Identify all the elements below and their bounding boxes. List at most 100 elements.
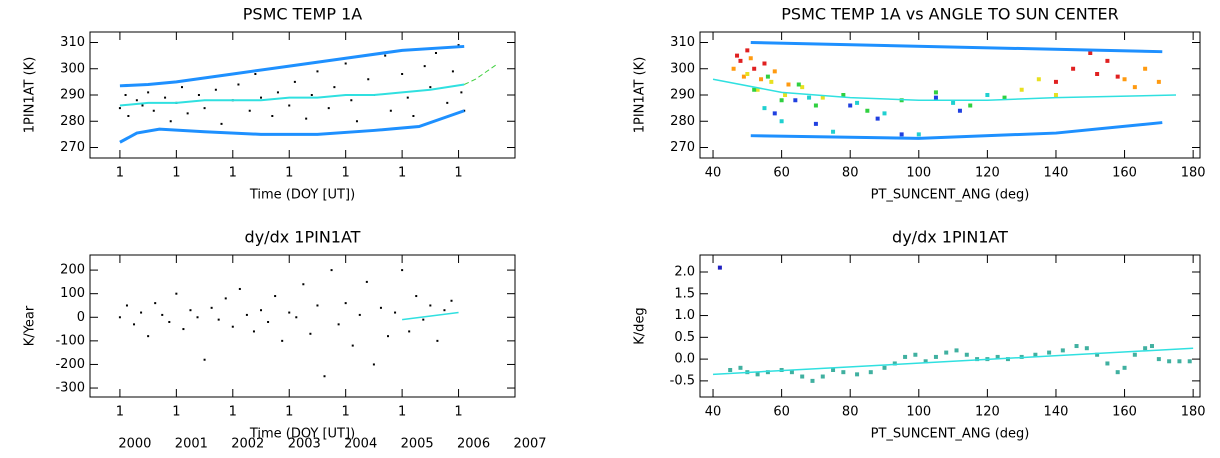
data-point: [752, 66, 757, 71]
data-point: [186, 112, 189, 115]
chart-title: dy/dx 1PIN1AT: [245, 228, 361, 247]
x-tick-label: 100: [906, 405, 931, 420]
data-point: [1132, 352, 1137, 357]
data-point: [118, 316, 121, 319]
x-tick-label: 1: [342, 166, 350, 181]
data-point: [772, 69, 777, 74]
data-point: [267, 320, 270, 323]
plot-frame: [699, 254, 1201, 398]
data-point: [831, 367, 836, 372]
data-point: [954, 348, 959, 353]
x-tick-label: 40: [705, 166, 722, 181]
series-line: [463, 63, 499, 85]
data-point: [944, 350, 949, 355]
x-axis-label: Time (DOY [UT]): [249, 188, 355, 203]
data-point: [276, 91, 279, 94]
data-point: [281, 339, 284, 342]
data-point: [933, 354, 938, 359]
data-point: [316, 70, 319, 73]
y-tick-label: 1.5: [674, 286, 695, 301]
x-tick-label: 60: [773, 166, 790, 181]
data-point: [1047, 350, 1052, 355]
data-point: [460, 91, 463, 94]
data-point: [759, 77, 764, 82]
data-point: [913, 352, 918, 357]
y-tick-label: 270: [670, 140, 695, 155]
series-line: [712, 78, 1177, 101]
data-point: [868, 370, 873, 375]
data-point: [738, 58, 743, 63]
data-point: [1132, 85, 1137, 90]
data-point: [412, 115, 415, 117]
data-point: [745, 72, 750, 76]
data-point: [135, 99, 138, 102]
data-point: [387, 335, 390, 338]
data-point: [796, 82, 801, 87]
data-point: [933, 90, 938, 95]
plot-frame: [89, 31, 516, 159]
data-point: [408, 330, 411, 333]
y-tick-label: -0.5: [670, 373, 695, 388]
data-point: [1084, 346, 1089, 351]
data-point: [1115, 370, 1120, 375]
data-point: [288, 104, 291, 107]
data-point: [168, 320, 171, 323]
data-point: [1071, 66, 1076, 71]
data-point: [957, 108, 962, 113]
year-label: 2000: [118, 437, 151, 452]
y-tick-label: 270: [60, 140, 85, 155]
data-point: [316, 304, 319, 307]
data-point: [330, 269, 333, 272]
y-tick-label: 100: [60, 286, 85, 301]
data-point: [293, 80, 296, 83]
x-tick-label: 1: [398, 405, 406, 420]
data-point: [717, 265, 722, 270]
x-tick-label: 40: [705, 405, 722, 420]
data-point: [389, 109, 392, 112]
y-tick-label: 200: [60, 263, 85, 278]
data-point: [1122, 365, 1127, 370]
data-point: [214, 88, 217, 91]
data-point: [831, 129, 836, 134]
data-point: [841, 93, 846, 97]
x-tick-label: 1: [398, 166, 406, 181]
x-tick-label: 140: [1044, 166, 1069, 181]
data-point: [147, 335, 150, 338]
x-tick-label: 80: [842, 405, 859, 420]
data-point: [224, 297, 227, 300]
data-point: [1105, 58, 1110, 63]
series-line: [119, 44, 465, 88]
data-point: [841, 370, 846, 375]
data-point: [1177, 359, 1182, 364]
y-axis-label: 1PIN1AT (K): [23, 57, 38, 134]
data-point: [728, 367, 733, 372]
data-point: [762, 61, 767, 66]
data-point: [274, 295, 277, 298]
x-tick-label: 180: [1181, 405, 1206, 420]
data-point: [169, 120, 172, 123]
data-point: [865, 108, 870, 113]
year-label: 2006: [457, 437, 490, 452]
data-point: [1036, 77, 1041, 82]
data-point: [738, 365, 743, 370]
y-tick-label: -100: [55, 333, 85, 348]
data-point: [203, 358, 206, 361]
data-point: [1143, 66, 1148, 71]
data-point: [875, 116, 880, 121]
data-point: [786, 82, 791, 87]
data-point: [1143, 346, 1148, 351]
x-tick-label: 1: [454, 405, 462, 420]
data-point: [1019, 87, 1024, 92]
y-axis-label: K/deg: [633, 307, 648, 344]
x-tick-label: 80: [842, 166, 859, 181]
data-point: [755, 372, 760, 377]
data-point: [820, 374, 825, 379]
data-point: [248, 109, 251, 112]
data-point: [415, 295, 418, 298]
data-point: [855, 372, 860, 377]
chart-title: PSMC TEMP 1A: [243, 5, 362, 24]
data-point: [210, 306, 213, 309]
data-point: [1122, 77, 1127, 82]
data-point: [203, 107, 206, 110]
